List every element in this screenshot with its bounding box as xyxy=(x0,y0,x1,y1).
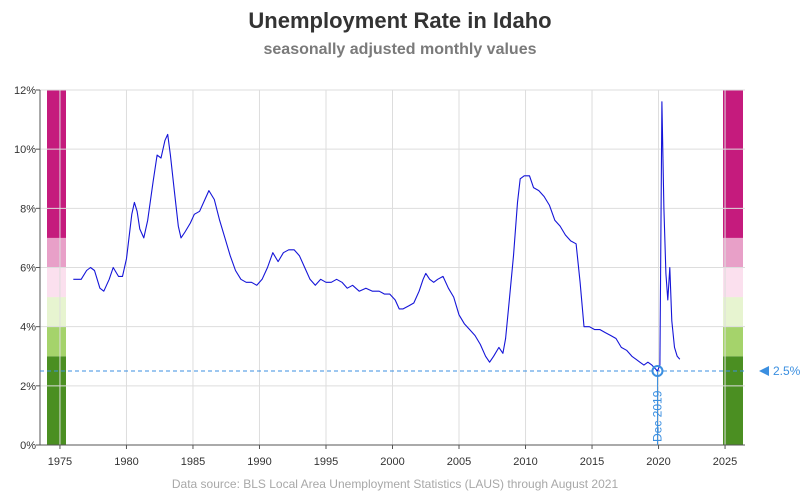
y-tick-label: 2% xyxy=(20,381,36,393)
y-tick-label: 8% xyxy=(20,203,36,215)
band-right-0 xyxy=(723,356,743,445)
y-tick-label: 12% xyxy=(14,85,36,97)
series-lines xyxy=(73,101,681,372)
series-line-0 xyxy=(73,101,681,372)
band-right-2 xyxy=(723,297,743,327)
band-left-0 xyxy=(47,356,66,445)
grid-lines xyxy=(40,89,745,446)
band-right-3 xyxy=(723,267,743,298)
marker-date-label: Dec 2019 xyxy=(650,390,664,442)
x-tick-label: 2020 xyxy=(646,456,670,468)
x-tick-label: 2000 xyxy=(380,456,404,468)
data-source-note: Data source: BLS Local Area Unemployment… xyxy=(171,477,619,491)
chart-subtitle: seasonally adjusted monthly values xyxy=(263,41,537,58)
band-left-4 xyxy=(47,237,66,268)
x-tick-label: 1985 xyxy=(181,456,205,468)
x-tick-label: 1990 xyxy=(247,456,271,468)
chart-title: Unemployment Rate in Idaho xyxy=(248,8,552,33)
reference-arrow-icon xyxy=(759,366,769,377)
band-left-5 xyxy=(47,90,66,238)
color-band-right xyxy=(723,90,743,445)
y-tick-label: 10% xyxy=(14,144,36,156)
band-left-2 xyxy=(47,297,66,327)
x-axis-ticks: 1975 1980 1985 1990 1995 2000 2005 2010 2015 2020… xyxy=(48,445,737,468)
band-left-3 xyxy=(47,267,66,298)
band-right-5 xyxy=(723,90,743,238)
x-tick-label: 1975 xyxy=(48,456,72,468)
reference-value-label: 2.5% xyxy=(773,364,800,378)
x-tick-label: 2005 xyxy=(447,456,471,468)
y-tick-label: 6% xyxy=(20,263,36,275)
band-right-4 xyxy=(723,237,743,268)
y-axis-ticks: 0% 2% 4% 6% 8% 10% 12% xyxy=(14,85,40,452)
band-left-1 xyxy=(47,326,66,357)
y-tick-label: 4% xyxy=(20,322,36,334)
reference-line: 2.5% xyxy=(40,364,800,378)
reference-marker: Dec 2019 xyxy=(650,365,664,445)
y-tick-label: 0% xyxy=(20,440,36,452)
x-tick-label: 2010 xyxy=(513,456,537,468)
band-right-1 xyxy=(723,326,743,357)
x-tick-label: 1995 xyxy=(314,456,338,468)
x-tick-label: 1980 xyxy=(114,456,138,468)
x-tick-label: 2025 xyxy=(713,456,737,468)
marker-circle xyxy=(651,365,664,378)
x-tick-label: 2015 xyxy=(580,456,604,468)
color-band-left xyxy=(47,90,66,445)
